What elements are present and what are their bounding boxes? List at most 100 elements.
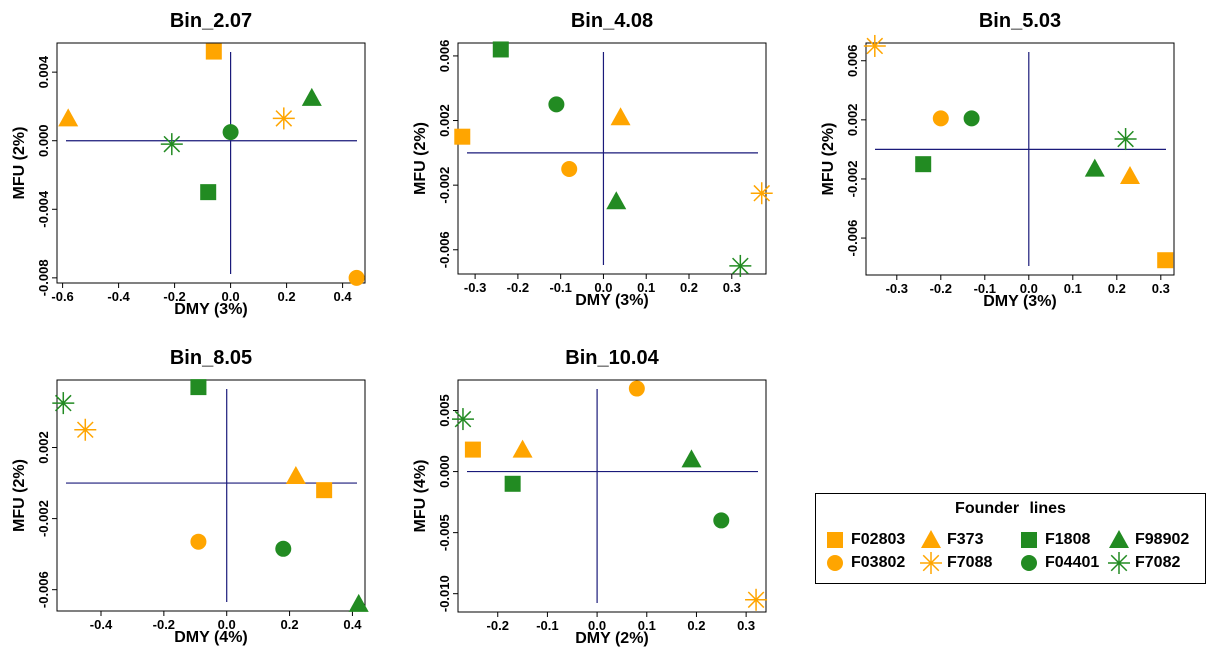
point-f04401 (548, 96, 565, 113)
point-f98902 (606, 191, 627, 210)
legend-marker (1021, 555, 1037, 571)
scatter-panel-4: Bin_8.05 -0.4 -0.2 0.0 0.2 0.4 -0.006 -0.002 0.0… (11, 347, 369, 646)
legend-title: Founder lines (955, 500, 1066, 517)
point-f03802 (348, 269, 365, 286)
x-tick-label: 0.2 (281, 617, 299, 632)
legend-label: F98902 (1135, 531, 1190, 548)
y-tick-label: -0.008 (36, 259, 51, 296)
point-f7088 (750, 182, 773, 205)
point-f04401 (275, 540, 292, 557)
legend-marker (1109, 530, 1129, 548)
legend-marker-triangle (921, 530, 941, 548)
legend-item-f7088: F7088 (920, 552, 992, 574)
y-tick-label: 0.005 (437, 394, 452, 427)
panel-title: Bin_5.03 (979, 10, 1061, 32)
legend-marker-circle (1021, 555, 1037, 571)
y-tick-label: -0.006 (437, 231, 452, 268)
point-f1808 (190, 379, 207, 396)
x-tick-label: 0.1 (637, 280, 655, 295)
point-f1808 (504, 475, 521, 492)
legend-label: F373 (947, 531, 984, 548)
panel-title: Bin_2.07 (170, 10, 252, 32)
x-tick-label: 0.0 (594, 280, 612, 295)
legend: Founder lines F02803 F373 F1808 F98902 F0380… (815, 493, 1206, 584)
y-tick-label: 0.002 (845, 104, 860, 137)
y-tick-label: 0.002 (36, 431, 51, 464)
x-axis-label: DMY (3%) (575, 292, 649, 309)
x-tick-label: -0.3 (464, 280, 486, 295)
x-tick-label: -0.6 (51, 289, 73, 304)
y-tick-label: 0.000 (36, 124, 51, 157)
x-tick-label: -0.2 (507, 280, 529, 295)
scatter-panel-2: Bin_4.08 -0.3 -0.2 -0.1 0.0 0.1 0.2 0.3 -0.006 -0… (412, 10, 773, 309)
scatter-panel-5: Bin_10.04 -0.2 -0.1 0.0 0.1 0.2 0.3 -0.010 -0.00… (412, 347, 768, 647)
x-tick-label: 0.2 (680, 280, 698, 295)
legend-label: F7082 (1135, 554, 1181, 571)
point-f7088 (745, 588, 768, 611)
y-tick-label: -0.005 (437, 514, 452, 551)
y-tick-label: -0.002 (845, 161, 860, 198)
point-f7088 (74, 418, 97, 441)
y-axis-label: MFU (2%) (412, 122, 429, 195)
x-tick-label: -0.3 (886, 281, 908, 296)
scatter-panel-1: Bin_2.07 -0.6 -0.4 -0.2 0.0 0.2 0.4 -0.008 -0.00… (11, 10, 366, 318)
legend-marker (1108, 552, 1130, 574)
point-f02803 (1157, 252, 1174, 269)
point-f7082 (1114, 128, 1137, 151)
point-f7088 (272, 107, 295, 130)
x-tick-label: 0.2 (278, 289, 296, 304)
point-f03802 (628, 380, 645, 397)
x-tick-label: 0.4 (343, 617, 362, 632)
legend-item-f04401: F04401 (1018, 552, 1099, 574)
legend-label: F02803 (851, 531, 906, 548)
legend-item-f1808: F1808 (1018, 529, 1090, 551)
plot-frame (865, 42, 1175, 276)
x-tick-label: 0.0 (218, 617, 236, 632)
point-f7082 (451, 408, 474, 431)
x-tick-label: 0.2 (1108, 281, 1126, 296)
point-f03802 (190, 533, 207, 550)
x-axis-label: DMY (4%) (174, 629, 248, 646)
y-tick-label: -0.002 (36, 500, 51, 537)
legend-marker (920, 552, 942, 574)
point-f1808 (915, 156, 932, 173)
point-f98902 (301, 87, 322, 106)
legend-marker (921, 530, 941, 548)
y-tick-label: -0.004 (36, 190, 51, 228)
y-axis-label: MFU (2%) (11, 127, 28, 200)
point-f7082 (52, 392, 75, 415)
point-f02803 (464, 441, 481, 458)
y-tick-label: -0.010 (437, 575, 452, 612)
x-axis-label: DMY (3%) (983, 293, 1057, 310)
y-tick-label: 0.006 (437, 40, 452, 73)
x-tick-label: -0.2 (153, 617, 175, 632)
x-tick-label: -0.2 (487, 618, 509, 633)
x-tick-label: 0.0 (222, 289, 240, 304)
legend-marker-square (827, 532, 843, 548)
x-tick-label: 0.2 (687, 618, 705, 633)
x-tick-label: -0.4 (107, 289, 130, 304)
legend-marker-square (1021, 532, 1037, 548)
x-tick-label: -0.2 (930, 281, 952, 296)
legend-item-f373: F373 (920, 529, 983, 551)
point-f03802 (561, 161, 578, 177)
point-f02803 (205, 43, 222, 60)
x-tick-label: 0.3 (737, 618, 755, 633)
legend-item-f7082: F7082 (1108, 552, 1180, 574)
x-tick-label: 0.0 (588, 618, 606, 633)
y-tick-label: 0.000 (437, 455, 452, 488)
point-f373 (58, 108, 79, 127)
plot-frame (457, 379, 767, 613)
point-f98902 (1084, 158, 1105, 177)
legend-marker (1021, 532, 1037, 548)
point-f03802 (932, 110, 949, 127)
point-f373 (1120, 165, 1140, 184)
x-tick-label: 0.3 (723, 280, 741, 295)
legend-marker-star (1108, 552, 1130, 574)
y-tick-label: -0.006 (36, 571, 51, 608)
y-tick-label: 0.004 (36, 55, 51, 88)
point-f04401 (963, 110, 980, 127)
point-f1808 (492, 41, 509, 58)
x-tick-label: -0.1 (549, 280, 571, 295)
y-axis-label: MFU (4%) (412, 460, 429, 533)
